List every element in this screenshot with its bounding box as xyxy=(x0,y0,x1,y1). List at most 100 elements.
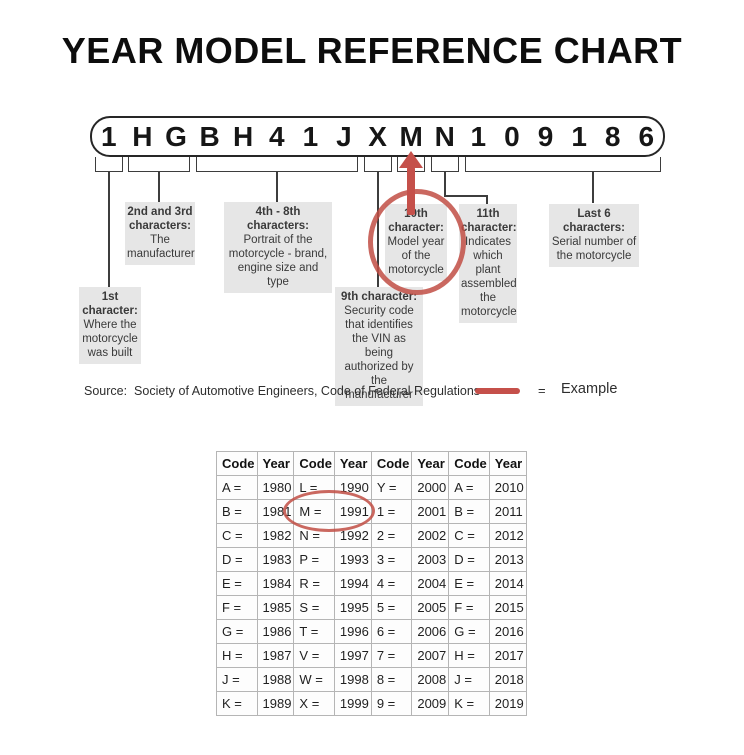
table-header-cell: Year xyxy=(333,451,372,476)
vin-character: 4 xyxy=(268,121,285,152)
code-cell: A = xyxy=(216,475,258,500)
vin-character: 1 xyxy=(302,121,319,152)
year-cell: 1988 xyxy=(256,667,295,692)
vin-character: 0 xyxy=(504,121,520,152)
bracket-9th-character xyxy=(364,157,392,172)
connector-line-2nd-3rd xyxy=(158,172,160,203)
table-highlight-ellipse xyxy=(283,490,375,532)
year-cell: 1999 xyxy=(333,691,372,716)
callout-11th-character: 11th character: Indicates which plant as… xyxy=(459,204,517,324)
code-cell: 6 = xyxy=(370,619,413,644)
code-cell: H = xyxy=(216,643,258,668)
year-cell: 1996 xyxy=(333,619,372,644)
source-note: Source: Society of Automotive Engineers,… xyxy=(84,384,481,398)
callout-heading: 11th character: xyxy=(461,208,517,235)
vin-character: 6 xyxy=(638,121,655,152)
table-header-cell: Year xyxy=(256,451,295,476)
callout-2nd-3rd-characters: 2nd and 3rd characters: The manufacturer xyxy=(125,202,195,266)
callout-heading: 2nd and 3rd characters: xyxy=(127,206,193,233)
table-header-row: Code Year Code Year Code Year Code Year xyxy=(216,451,527,476)
code-cell: F = xyxy=(216,595,258,620)
year-cell: 1993 xyxy=(333,547,372,572)
callout-body: Portrait of the motorcycle - brand, engi… xyxy=(228,234,328,289)
callout-4th-8th-characters: 4th - 8th characters: Portrait of the mo… xyxy=(224,202,332,294)
code-cell: 3 = xyxy=(370,547,413,572)
code-cell: C = xyxy=(448,523,490,548)
year-cell: 1987 xyxy=(256,643,295,668)
table-row: H = 1987 V = 1997 7 = 2007 H = 2017 xyxy=(216,643,527,668)
code-cell: K = xyxy=(216,691,258,716)
callout-heading: 1st character: xyxy=(82,291,138,318)
callout-body: Where the motorcycle was built xyxy=(82,319,138,360)
year-code-table: Code Year Code Year Code Year Code Year xyxy=(216,451,527,716)
year-cell: 1980 xyxy=(256,475,295,500)
year-cell: 2003 xyxy=(411,547,450,572)
table-header-cell: Code xyxy=(448,451,490,476)
table-header-cell: Code xyxy=(216,451,258,476)
bracket-4th-8th-characters xyxy=(196,157,358,172)
year-cell: 2010 xyxy=(488,475,527,500)
callout-body: The manufacturer xyxy=(127,234,195,261)
bracket-11th-character xyxy=(431,157,459,172)
vin-character: 1 xyxy=(101,121,117,152)
code-cell: 9 = xyxy=(370,691,413,716)
year-cell: 2013 xyxy=(488,547,527,572)
vin-character: 9 xyxy=(537,121,554,152)
year-cell: 2007 xyxy=(411,643,450,668)
table-row: K = 1989 X = 1999 9 = 2009 K = 2019 xyxy=(216,691,527,716)
code-cell: V = xyxy=(293,643,335,668)
code-cell: X = xyxy=(293,691,335,716)
callout-heading: Last 6 characters: xyxy=(562,208,625,235)
vin-character: M xyxy=(399,121,423,152)
example-line-swatch xyxy=(475,388,520,394)
vin-character: H xyxy=(132,121,153,152)
example-arrow-icon xyxy=(399,151,423,168)
code-cell: J = xyxy=(216,667,258,692)
year-cell: 2004 xyxy=(411,571,450,596)
table-row: F = 1985 S = 1995 5 = 2005 F = 2015 xyxy=(216,595,527,620)
table-header-cell: Year xyxy=(488,451,527,476)
code-cell: 5 = xyxy=(370,595,413,620)
year-cell: 2016 xyxy=(488,619,527,644)
year-cell: 1984 xyxy=(256,571,295,596)
code-cell: G = xyxy=(216,619,258,644)
year-cell: 2015 xyxy=(488,595,527,620)
code-cell: 8 = xyxy=(370,667,413,692)
year-cell: 2001 xyxy=(411,499,450,524)
year-cell: 1986 xyxy=(256,619,295,644)
year-cell: 2008 xyxy=(411,667,450,692)
connector-line-1st xyxy=(108,172,110,287)
code-cell: F = xyxy=(448,595,490,620)
code-cell: E = xyxy=(216,571,258,596)
year-cell: 1985 xyxy=(256,595,295,620)
code-cell: D = xyxy=(216,547,258,572)
table-row: G = 1986 T = 1996 6 = 2006 G = 2016 xyxy=(216,619,527,644)
example-arrow-shaft xyxy=(407,167,415,215)
table-header-cell: Year xyxy=(411,451,450,476)
vin-character: X xyxy=(368,121,387,152)
vin-character: 1 xyxy=(470,121,487,152)
year-cell: 1994 xyxy=(333,571,372,596)
vin-character: H xyxy=(233,121,254,152)
code-cell: Y = xyxy=(370,475,413,500)
legend-equals-sign: = xyxy=(538,383,546,398)
year-cell: 2019 xyxy=(488,691,527,716)
connector-line-4th-8th xyxy=(276,172,278,203)
vin-character: 1 xyxy=(571,121,587,152)
year-cell: 2012 xyxy=(488,523,527,548)
code-cell: K = xyxy=(448,691,490,716)
year-cell: 1982 xyxy=(256,523,295,548)
callout-9th-character: 9th character: Security code that identi… xyxy=(335,287,423,407)
connector-line-last-6 xyxy=(592,172,594,203)
year-cell: 2006 xyxy=(411,619,450,644)
table-header-cell: Code xyxy=(370,451,413,476)
year-cell: 2002 xyxy=(411,523,450,548)
callout-1st-character: 1st character: Where the motorcycle was … xyxy=(79,287,141,365)
year-cell: 2017 xyxy=(488,643,527,668)
code-cell: 2 = xyxy=(370,523,413,548)
connector-line-11th-drop xyxy=(486,195,488,206)
callout-heading: 4th - 8th characters: xyxy=(246,206,309,233)
callout-body: Indicates which plant assembled the moto… xyxy=(461,236,517,319)
code-cell: R = xyxy=(293,571,335,596)
